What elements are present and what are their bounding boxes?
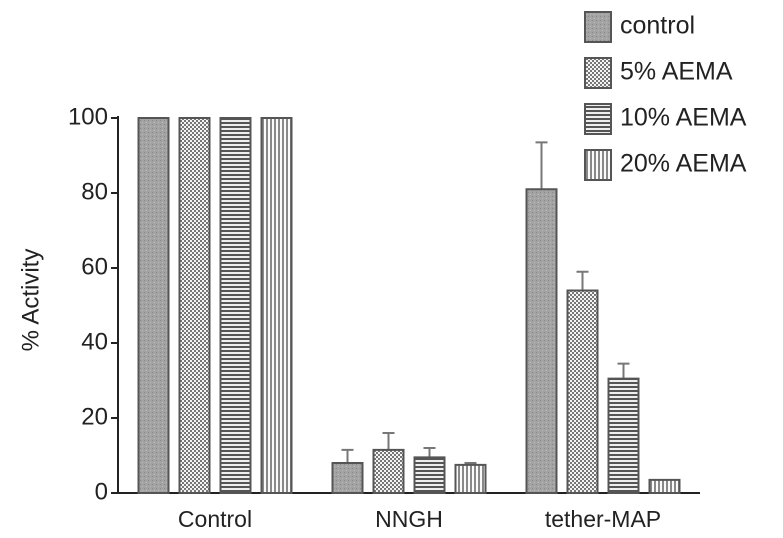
y-axis-label: % Activity [17,249,44,352]
y-tick-label: 60 [81,253,108,280]
bar [372,448,405,494]
error-bar [341,448,354,463]
error-bar [423,447,436,458]
bar [260,117,293,494]
bar [331,462,364,494]
legend-label: control [620,12,695,40]
legend-swatch [584,11,612,43]
error-bar [617,362,630,379]
error-bar [535,141,548,190]
legend-label: 5% AEMA [620,58,733,86]
y-tick-label: 0 [95,478,108,505]
error-bar [382,432,395,450]
legend-label: 20% AEMA [620,150,747,178]
bar [566,289,599,494]
bar [219,117,252,494]
x-tick-label: tether-MAP [545,506,661,532]
y-tick-label: 20 [81,403,108,430]
bar [137,117,170,494]
bar [607,377,640,494]
x-tick-label: NNGH [375,506,443,532]
bar [525,188,558,494]
bar [413,456,446,494]
error-bar [576,270,589,291]
y-tick-label: 80 [81,178,108,205]
bar [454,463,487,494]
x-tick-label: Control [178,506,252,532]
legend-swatch [584,149,612,181]
y-tick-label: 40 [81,328,108,355]
bar [178,117,211,494]
y-tick-label: 100 [68,103,108,130]
legend-swatch [584,103,612,135]
legend-label: 10% AEMA [620,104,747,132]
legend-swatch [584,57,612,89]
bar [648,478,681,494]
